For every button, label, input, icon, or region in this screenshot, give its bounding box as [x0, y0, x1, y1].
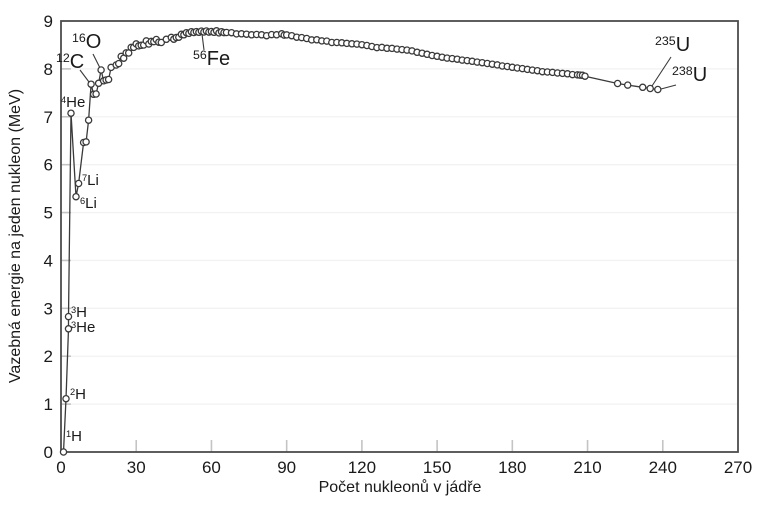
data-point: [613, 79, 622, 88]
x-axis-label: Počet nukleonů v jádře: [318, 479, 482, 496]
data-point: [64, 325, 73, 333]
data-point: [92, 90, 100, 98]
y-tick-label: 6: [44, 156, 53, 175]
y-tick-label: 3: [44, 299, 53, 318]
y-tick-label: 5: [44, 204, 53, 223]
leader-line: [660, 84, 677, 90]
nuclide-label-4He: 4He: [61, 94, 86, 111]
leader-line: [79, 69, 90, 83]
y-tick-label: 7: [44, 108, 53, 127]
nuclide-label-1H: 1H: [66, 428, 83, 445]
leader-line: [92, 53, 101, 69]
nuclide-label-56Fe: 56Fe: [193, 48, 231, 70]
plot-frame: [60, 20, 739, 453]
data-point: [84, 116, 93, 124]
leader-line: [651, 56, 672, 87]
data-point: [62, 394, 70, 403]
data-point: [114, 59, 123, 68]
data-point: [64, 312, 73, 321]
binding-energy-curve: [62, 30, 658, 453]
data-point: [104, 75, 113, 84]
nuclide-label-12C: 12C: [56, 51, 85, 73]
data-point: [581, 72, 589, 80]
data-point: [97, 66, 105, 74]
nuclide-label-3H: 3H: [71, 304, 88, 321]
x-tick-label: 0: [56, 458, 65, 477]
x-tick-label: 240: [649, 458, 677, 477]
nuclide-label-2H: 2H: [70, 386, 87, 403]
x-tick-label: 210: [573, 458, 601, 477]
x-tick-label: 150: [423, 458, 451, 477]
y-tick-label: 2: [44, 347, 53, 366]
data-point: [87, 80, 95, 88]
nuclide-label-238U: 238U: [672, 64, 708, 86]
x-tick-label: 90: [277, 458, 296, 477]
data-point: [74, 179, 83, 188]
data-point: [638, 83, 647, 92]
y-tick-label: 0: [44, 443, 53, 462]
nuclide-label-235U: 235U: [655, 34, 691, 56]
nuclide-label-6Li: 6Li: [80, 195, 97, 212]
y-tick-label: 1: [44, 395, 53, 414]
x-tick-label: 120: [348, 458, 376, 477]
y-axis-label: Vazebná energie na jeden nukleon (MeV): [7, 88, 24, 384]
x-tick-label: 270: [724, 458, 752, 477]
y-tick-label: 8: [44, 60, 53, 79]
leader-line: [201, 33, 205, 51]
x-tick-label: 30: [127, 458, 146, 477]
nuclide-label-16O: 16O: [72, 31, 102, 53]
x-tick-label: 180: [498, 458, 526, 477]
x-tick-label: 60: [202, 458, 221, 477]
y-tick-label: 9: [44, 12, 53, 31]
nuclide-label-3He: 3He: [71, 319, 96, 336]
nuclide-label-7Li: 7Li: [82, 172, 99, 189]
data-point: [72, 192, 80, 201]
data-point: [67, 109, 75, 117]
y-tick-label: 4: [44, 251, 53, 270]
data-point: [646, 84, 654, 93]
data-point: [82, 138, 90, 146]
data-point: [59, 448, 68, 456]
data-point: [654, 85, 662, 94]
data-point: [623, 81, 632, 89]
